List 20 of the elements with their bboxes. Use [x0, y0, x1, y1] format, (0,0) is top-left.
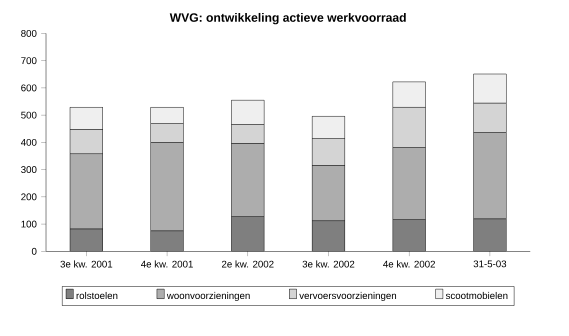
y-tick-label: 600 — [21, 84, 37, 92]
x-tick-label: 2e kw. 2002 — [222, 260, 274, 268]
y-tick-label: 500 — [21, 112, 37, 119]
y-tick-label: 400 — [20, 138, 37, 146]
chart-title: WVG: ontwikkeling actieve werkvoorraad — [170, 12, 406, 24]
x-tick-label: 4e kw. 2002 — [383, 260, 435, 268]
legend-label: woonvoorzieningen — [166, 292, 250, 301]
legend-label: scootmobielen — [446, 292, 508, 300]
legend-label: vervoersvoorzieningen — [299, 292, 396, 301]
x-tick-label: 31-5-03 — [474, 260, 506, 268]
legend-label: rolstoelen — [76, 292, 118, 300]
x-tick-label: 4e kw. 2001 — [141, 260, 193, 268]
y-tick-label: 700 — [21, 57, 37, 64]
y-tick-label: 300 — [21, 166, 37, 174]
x-tick-label: 3e kw. 2002 — [302, 260, 354, 268]
y-tick-label: 100 — [21, 220, 37, 228]
x-tick-label: 3e kw. 2001 — [60, 260, 112, 268]
y-tick-label: 200 — [21, 193, 37, 200]
y-tick-label: 800 — [21, 30, 37, 37]
y-tick-label: 0 — [32, 248, 37, 255]
